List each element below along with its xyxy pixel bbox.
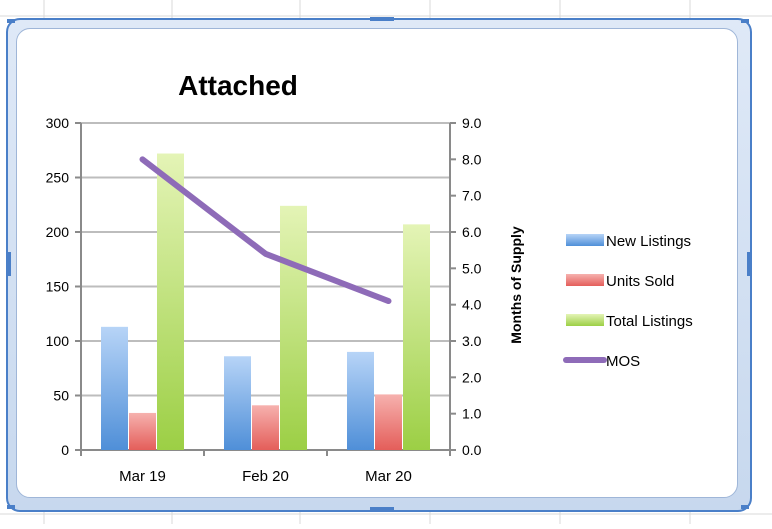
chart-title: Attached [178, 70, 298, 101]
category-label: Mar 19 [119, 468, 166, 485]
category-label: Mar 20 [365, 468, 412, 485]
legend-swatch [566, 314, 604, 326]
legend-label: MOS [606, 353, 640, 370]
left-tick-label: 250 [46, 170, 70, 186]
legend-label: New Listings [606, 233, 691, 250]
right-tick-label: 5.0 [462, 260, 482, 276]
bar-total-listings-1[interactable] [280, 205, 307, 450]
resize-handle-right[interactable] [747, 252, 751, 276]
bar-units-sold-2[interactable] [375, 394, 402, 450]
left-tick-label: 200 [46, 224, 70, 240]
left-tick-label: 0 [61, 442, 69, 458]
resize-handle-top[interactable] [370, 17, 394, 21]
resize-handles[interactable] [7, 17, 751, 511]
category-labels: Mar 19 Feb 20 Mar 20 [119, 468, 412, 485]
right-tick-label: 8.0 [462, 151, 482, 167]
bar-units-sold-1[interactable] [252, 405, 279, 450]
right-axis-ticks: 9.0 8.0 7.0 6.0 5.0 4.0 3.0 2.0 1.0 0.0 [450, 115, 482, 458]
resize-handle-top-right[interactable] [741, 19, 749, 23]
right-tick-label: 1.0 [462, 406, 482, 422]
bar-total-listings-0[interactable] [157, 153, 184, 450]
right-tick-label: 3.0 [462, 333, 482, 349]
right-tick-label: 2.0 [462, 369, 482, 385]
legend: New Listings Units Sold Total Listings MOS [563, 233, 693, 370]
legend-label: Total Listings [606, 313, 693, 330]
left-tick-label: 50 [53, 388, 69, 404]
mos-line-layer [139, 156, 392, 305]
mos-line[interactable] [139, 156, 392, 305]
left-axis-ticks: 300 250 200 150 100 50 0 [46, 115, 81, 458]
right-tick-label: 9.0 [462, 115, 482, 131]
right-tick-label: 4.0 [462, 297, 482, 313]
right-tick-label: 7.0 [462, 188, 482, 204]
resize-handle-bottom[interactable] [370, 507, 394, 511]
legend-label: Units Sold [606, 273, 674, 290]
bar-new-listings-1[interactable] [224, 356, 251, 450]
right-tick-label: 0.0 [462, 442, 482, 458]
bar-units-sold-0[interactable] [129, 412, 156, 450]
right-axis-title: Months of Supply [508, 226, 524, 344]
bar-new-listings-2[interactable] [347, 351, 374, 450]
legend-swatch [566, 234, 604, 246]
legend-swatch [566, 274, 604, 286]
bars [101, 153, 430, 450]
left-tick-label: 150 [46, 279, 70, 295]
right-tick-label: 6.0 [462, 224, 482, 240]
left-tick-label: 100 [46, 333, 70, 349]
category-label: Feb 20 [242, 468, 289, 485]
bar-new-listings-0[interactable] [101, 326, 128, 450]
resize-handle-bottom-right[interactable] [741, 505, 749, 509]
resize-handle-top-left[interactable] [7, 19, 15, 23]
bar-total-listings-2[interactable] [403, 224, 430, 450]
left-tick-label: 300 [46, 115, 70, 131]
resize-handle-bottom-left[interactable] [7, 505, 15, 509]
resize-handle-left[interactable] [7, 252, 11, 276]
